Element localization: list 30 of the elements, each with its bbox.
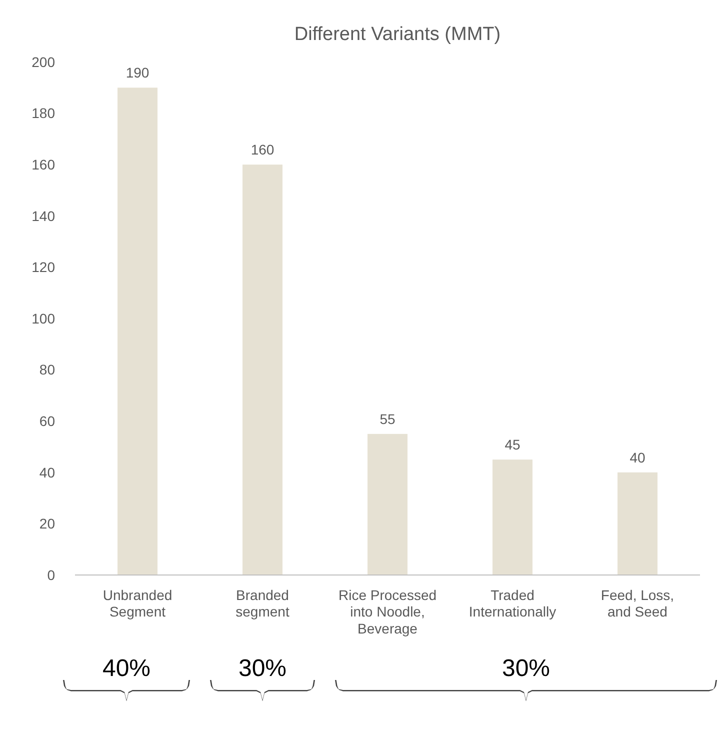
bar <box>618 472 658 575</box>
y-tick-label: 180 <box>32 105 56 122</box>
y-tick-label: 20 <box>39 516 56 532</box>
text: 30% <box>502 655 550 682</box>
x-tick-label: Branded segment <box>236 586 290 620</box>
data-label: 45 <box>504 436 520 453</box>
y-tick-label: 140 <box>32 208 56 224</box>
data-label: 55 <box>380 410 396 427</box>
x-tick-label: Traded Internationally <box>468 586 556 620</box>
x-tick-label: Rice Processed into Noodle, Beverage <box>338 586 437 636</box>
x-tick-label: Feed, Loss, and Seed <box>600 586 674 620</box>
bar <box>242 164 282 575</box>
y-tick-label: 100 <box>32 310 56 326</box>
y-tick-label: 120 <box>32 259 56 276</box>
y-tick-label: 160 <box>32 156 56 172</box>
data-label: 190 <box>126 64 150 81</box>
text: 40% <box>102 655 151 682</box>
bar <box>368 434 408 575</box>
y-tick-label: 200 <box>32 54 56 70</box>
y-tick-label: 60 <box>39 413 56 429</box>
data-label: 160 <box>250 142 274 158</box>
bar <box>118 88 158 575</box>
bar <box>492 460 532 575</box>
text: 30% <box>238 655 287 682</box>
chart-title: Different Variants (MMT) <box>294 24 501 45</box>
y-tick-label: 0 <box>47 566 56 583</box>
x-tick-label: Unbranded Segment <box>102 586 172 620</box>
y-tick-label: 40 <box>39 464 56 480</box>
y-tick-label: 80 <box>39 362 56 378</box>
data-label: 40 <box>630 449 646 466</box>
